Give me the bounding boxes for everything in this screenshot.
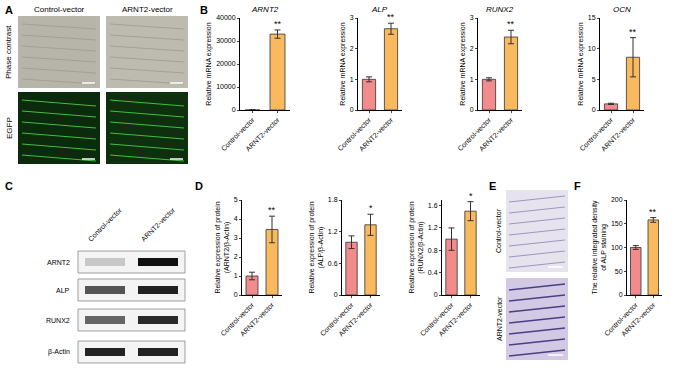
svg-text:50: 50 bbox=[615, 268, 623, 275]
svg-text:Control-vector: Control-vector bbox=[578, 116, 615, 153]
svg-text:150: 150 bbox=[611, 220, 623, 227]
svg-text:Relative mRNA expression: Relative mRNA expression bbox=[459, 22, 467, 105]
svg-text:2: 2 bbox=[470, 45, 474, 52]
svg-text:5: 5 bbox=[234, 196, 238, 203]
svg-text:*: * bbox=[369, 203, 373, 213]
svg-text:Relative mRNA expression: Relative mRNA expression bbox=[339, 22, 347, 105]
svg-text:C: C bbox=[5, 180, 13, 192]
svg-text:10000: 10000 bbox=[216, 83, 236, 90]
svg-text:B: B bbox=[200, 4, 208, 16]
svg-text:0: 0 bbox=[619, 291, 623, 298]
svg-text:ARNT2: ARNT2 bbox=[251, 5, 279, 14]
svg-text:**: ** bbox=[629, 27, 637, 37]
svg-text:2: 2 bbox=[234, 253, 238, 260]
svg-text:Relative expression of protein: Relative expression of protein(ARNT2/β-A… bbox=[214, 201, 231, 293]
svg-text:ALP: ALP bbox=[371, 5, 388, 14]
svg-text:RUNX2: RUNX2 bbox=[486, 5, 514, 14]
svg-text:ARNT2-vector: ARNT2-vector bbox=[122, 5, 173, 14]
svg-text:5: 5 bbox=[592, 76, 596, 83]
svg-text:ARNT2-vector: ARNT2-vector bbox=[496, 296, 503, 341]
svg-text:15: 15 bbox=[588, 14, 596, 21]
svg-text:Control-vector: Control-vector bbox=[87, 206, 124, 243]
svg-text:ARNT2-vector: ARNT2-vector bbox=[478, 116, 515, 153]
svg-text:ARNT2-vector: ARNT2-vector bbox=[140, 206, 177, 243]
svg-text:100: 100 bbox=[611, 244, 623, 251]
svg-text:ARNT2-vector: ARNT2-vector bbox=[244, 116, 281, 153]
svg-text:3: 3 bbox=[350, 14, 354, 21]
svg-text:ARNT2-vector: ARNT2-vector bbox=[337, 301, 374, 338]
svg-text:The relative integrated densit: The relative integrated densityof ALP st… bbox=[591, 200, 608, 294]
svg-text:ARNT2-vector: ARNT2-vector bbox=[437, 301, 474, 338]
svg-text:ARNT2: ARNT2 bbox=[47, 259, 70, 266]
svg-text:0: 0 bbox=[334, 291, 338, 298]
svg-text:Relative mRNA expression: Relative mRNA expression bbox=[577, 22, 585, 105]
svg-text:0: 0 bbox=[232, 106, 236, 113]
svg-text:30000: 30000 bbox=[216, 37, 236, 44]
svg-text:0.4: 0.4 bbox=[428, 269, 438, 276]
svg-text:D: D bbox=[195, 180, 203, 192]
svg-text:40000: 40000 bbox=[216, 14, 236, 21]
svg-text:1.8: 1.8 bbox=[328, 196, 338, 203]
svg-text:0: 0 bbox=[470, 106, 474, 113]
svg-text:A: A bbox=[5, 4, 13, 16]
svg-text:Control-vector: Control-vector bbox=[34, 5, 85, 14]
svg-text:4: 4 bbox=[234, 215, 238, 222]
svg-text:Control-vector: Control-vector bbox=[219, 301, 256, 338]
svg-text:0.8: 0.8 bbox=[428, 247, 438, 254]
svg-text:Control-vector: Control-vector bbox=[319, 301, 356, 338]
svg-text:**: ** bbox=[274, 19, 282, 29]
svg-text:ARNT2-vector: ARNT2-vector bbox=[600, 116, 637, 153]
svg-text:Control-vector: Control-vector bbox=[603, 301, 640, 338]
svg-text:**: ** bbox=[649, 207, 657, 217]
svg-text:0.6: 0.6 bbox=[328, 260, 338, 267]
svg-text:3: 3 bbox=[234, 234, 238, 241]
svg-text:0: 0 bbox=[434, 291, 438, 298]
svg-text:1: 1 bbox=[234, 272, 238, 279]
svg-text:1.2: 1.2 bbox=[428, 224, 438, 231]
svg-text:1: 1 bbox=[470, 76, 474, 83]
svg-text:2: 2 bbox=[350, 45, 354, 52]
svg-text:EGFP: EGFP bbox=[5, 117, 14, 139]
svg-text:**: ** bbox=[507, 19, 515, 29]
svg-text:Control-vector: Control-vector bbox=[419, 301, 456, 338]
svg-text:**: ** bbox=[387, 12, 395, 22]
svg-text:**: ** bbox=[268, 205, 276, 215]
svg-text:1: 1 bbox=[350, 76, 354, 83]
svg-text:Control-vector: Control-vector bbox=[220, 116, 257, 153]
svg-text:0: 0 bbox=[234, 291, 238, 298]
svg-text:1.2: 1.2 bbox=[328, 228, 338, 235]
svg-text:0: 0 bbox=[350, 106, 354, 113]
svg-text:ARNT2-vector: ARNT2-vector bbox=[358, 116, 395, 153]
svg-text:OCN: OCN bbox=[613, 5, 631, 14]
svg-text:Relative expression of protein: Relative expression of protein(ALP/β-Act… bbox=[308, 201, 325, 293]
svg-text:ALP: ALP bbox=[56, 287, 70, 294]
svg-text:ARNT2-vector: ARNT2-vector bbox=[239, 301, 276, 338]
svg-text:20000: 20000 bbox=[216, 60, 236, 67]
svg-text:200: 200 bbox=[611, 196, 623, 203]
svg-text:10: 10 bbox=[588, 45, 596, 52]
svg-text:*: * bbox=[469, 191, 473, 201]
svg-text:Control-vector: Control-vector bbox=[336, 116, 373, 153]
svg-text:1.6: 1.6 bbox=[428, 202, 438, 209]
svg-text:Control-vector: Control-vector bbox=[456, 116, 493, 153]
svg-text:F: F bbox=[574, 180, 581, 192]
svg-text:RUNX2: RUNX2 bbox=[46, 317, 70, 324]
svg-text:Relative mRNA expression: Relative mRNA expression bbox=[205, 22, 213, 105]
svg-text:Relative expression of protein: Relative expression of protein(RUNX2/β-A… bbox=[408, 201, 425, 293]
svg-text:ARNT2-vector: ARNT2-vector bbox=[620, 301, 657, 338]
svg-text:3: 3 bbox=[470, 14, 474, 21]
svg-text:β-Actin: β-Actin bbox=[48, 348, 70, 356]
svg-text:Control-vector: Control-vector bbox=[495, 208, 502, 253]
svg-text:Phase contrast: Phase contrast bbox=[4, 25, 13, 79]
svg-text:0: 0 bbox=[592, 106, 596, 113]
svg-text:E: E bbox=[489, 180, 496, 192]
